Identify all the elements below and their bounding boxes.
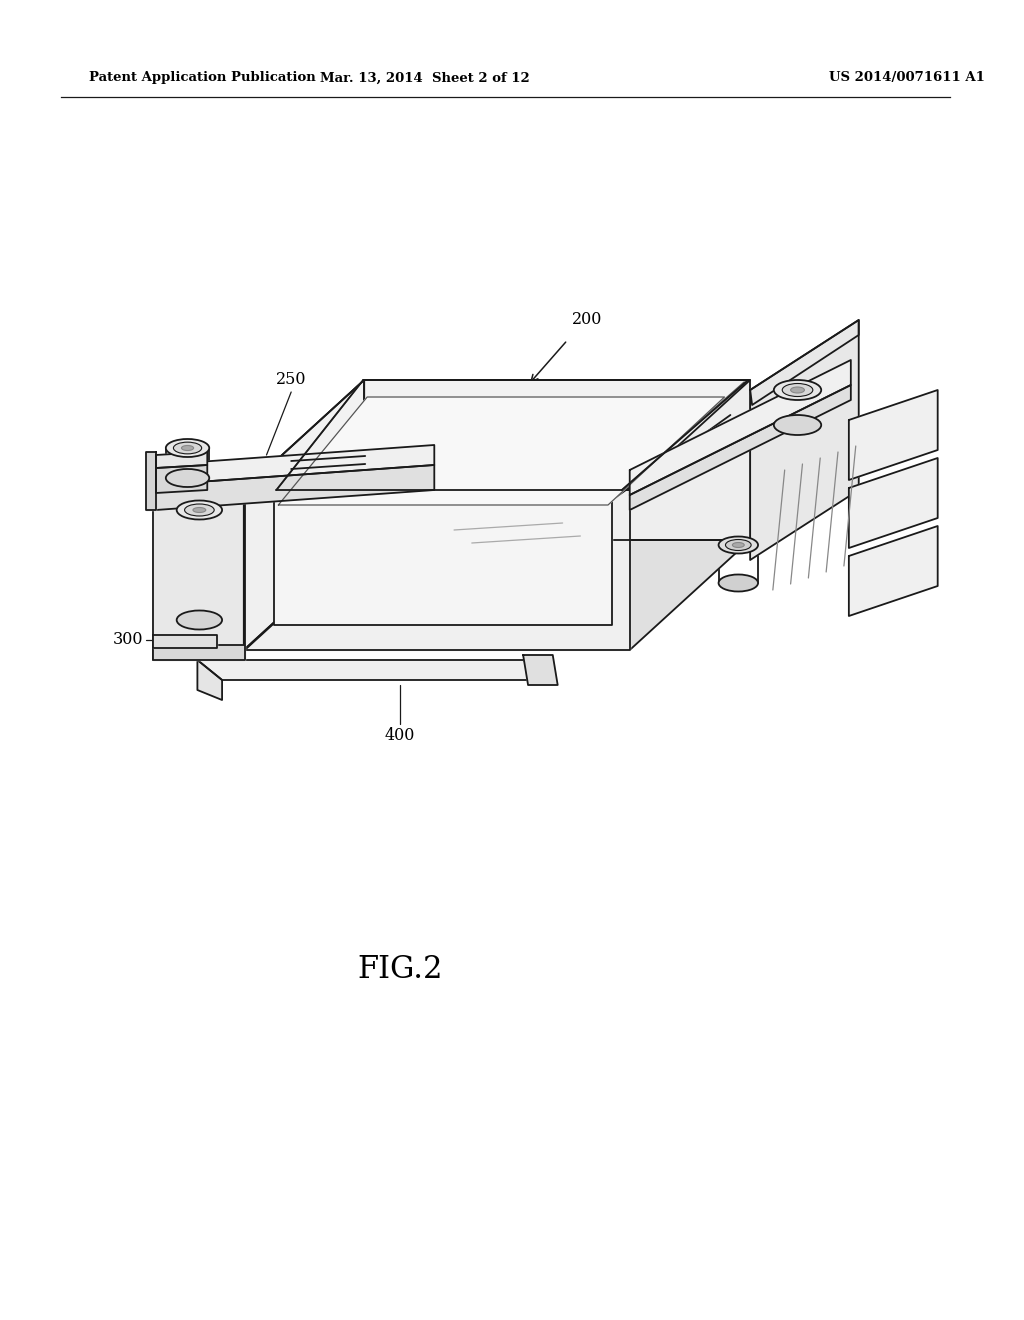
Text: 250: 250 xyxy=(275,371,306,388)
Ellipse shape xyxy=(177,610,222,630)
Ellipse shape xyxy=(725,540,752,550)
Text: Patent Application Publication: Patent Application Publication xyxy=(89,71,315,84)
Polygon shape xyxy=(153,645,245,660)
Polygon shape xyxy=(153,490,245,660)
Polygon shape xyxy=(279,397,725,506)
Text: 150: 150 xyxy=(503,407,534,424)
Polygon shape xyxy=(244,380,365,649)
Ellipse shape xyxy=(732,543,744,548)
Ellipse shape xyxy=(719,536,758,553)
Text: US 2014/0071611 A1: US 2014/0071611 A1 xyxy=(829,71,985,84)
Ellipse shape xyxy=(193,507,206,512)
Polygon shape xyxy=(365,380,751,540)
Polygon shape xyxy=(849,458,938,548)
Polygon shape xyxy=(156,465,207,492)
Polygon shape xyxy=(630,385,851,510)
Polygon shape xyxy=(630,360,851,495)
Ellipse shape xyxy=(173,442,202,454)
Ellipse shape xyxy=(774,414,821,436)
Polygon shape xyxy=(751,319,859,560)
Polygon shape xyxy=(274,500,612,624)
Text: 300: 300 xyxy=(113,631,143,648)
Text: 200: 200 xyxy=(572,312,602,329)
Ellipse shape xyxy=(181,445,194,450)
Polygon shape xyxy=(198,660,548,680)
Polygon shape xyxy=(523,655,558,685)
Text: 400: 400 xyxy=(385,726,415,743)
Ellipse shape xyxy=(782,384,813,396)
Polygon shape xyxy=(244,540,751,649)
Polygon shape xyxy=(153,635,217,648)
Polygon shape xyxy=(244,380,365,649)
Ellipse shape xyxy=(177,500,222,520)
Polygon shape xyxy=(244,490,630,649)
Text: 250: 250 xyxy=(636,392,667,408)
Polygon shape xyxy=(156,451,207,469)
Polygon shape xyxy=(245,380,366,649)
Polygon shape xyxy=(156,445,434,484)
Ellipse shape xyxy=(719,574,758,591)
Text: Mar. 13, 2014  Sheet 2 of 12: Mar. 13, 2014 Sheet 2 of 12 xyxy=(319,71,529,84)
Ellipse shape xyxy=(774,380,821,400)
Ellipse shape xyxy=(184,504,214,516)
Ellipse shape xyxy=(166,440,209,457)
Polygon shape xyxy=(198,660,222,700)
Polygon shape xyxy=(849,389,938,480)
Polygon shape xyxy=(146,451,156,510)
Ellipse shape xyxy=(791,387,805,393)
Polygon shape xyxy=(156,465,434,510)
Polygon shape xyxy=(244,380,751,490)
Polygon shape xyxy=(751,319,859,405)
Polygon shape xyxy=(849,525,938,616)
Text: FIG.2: FIG.2 xyxy=(357,954,442,986)
Ellipse shape xyxy=(166,469,209,487)
